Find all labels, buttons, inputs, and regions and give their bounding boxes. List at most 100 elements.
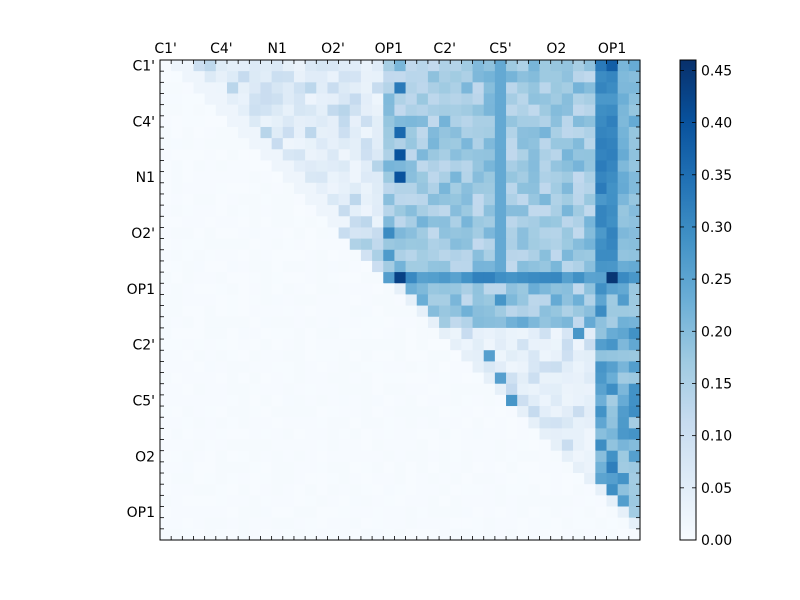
heatmap-cell xyxy=(539,249,552,262)
heatmap-cell xyxy=(416,126,429,139)
heatmap-cell xyxy=(528,495,541,508)
heatmap-cell xyxy=(316,182,329,195)
heatmap-cell xyxy=(305,283,317,296)
heatmap-cell xyxy=(595,82,608,95)
heatmap-cell xyxy=(606,528,619,541)
x-tick-label: C4' xyxy=(210,41,233,57)
heatmap-cell xyxy=(517,428,529,441)
heatmap-cell xyxy=(628,126,641,139)
heatmap-cell xyxy=(450,327,462,340)
heatmap-cell xyxy=(539,495,552,508)
heatmap-cell xyxy=(249,394,262,407)
heatmap-cell xyxy=(338,439,351,452)
heatmap-cell xyxy=(282,473,295,485)
heatmap-cell xyxy=(249,82,262,95)
heatmap-cell xyxy=(539,361,552,374)
heatmap-cell xyxy=(260,149,273,162)
heatmap-cell xyxy=(494,316,507,329)
heatmap-cell xyxy=(528,182,541,195)
heatmap-cell xyxy=(238,104,250,117)
heatmap-cell xyxy=(372,160,384,173)
heatmap-cell xyxy=(383,227,396,240)
heatmap-cell xyxy=(383,327,396,340)
heatmap-cell xyxy=(383,149,396,162)
heatmap-cell xyxy=(238,305,250,318)
heatmap-cell xyxy=(171,126,183,139)
heatmap-cell xyxy=(305,484,317,496)
heatmap-cell xyxy=(394,82,407,95)
heatmap-cell xyxy=(160,294,172,307)
heatmap-cell xyxy=(226,417,239,429)
heatmap-cell xyxy=(171,193,183,206)
heatmap-cell xyxy=(226,149,239,162)
heatmap-cell xyxy=(595,517,608,530)
heatmap-cell xyxy=(226,316,239,329)
heatmap-cell xyxy=(305,361,317,374)
heatmap-cell xyxy=(360,394,373,407)
heatmap-cell xyxy=(383,450,396,463)
heatmap-cell xyxy=(595,283,608,296)
heatmap-cell xyxy=(360,495,373,508)
heatmap-cell xyxy=(293,126,306,139)
heatmap-cell xyxy=(204,126,217,139)
heatmap-cell xyxy=(550,495,563,508)
heatmap-cell xyxy=(416,260,429,273)
heatmap-cell xyxy=(517,450,529,463)
heatmap-cell xyxy=(506,517,518,530)
heatmap-cell xyxy=(494,495,507,508)
heatmap-cell xyxy=(316,394,329,407)
heatmap-cell xyxy=(461,272,474,284)
heatmap-cell xyxy=(472,227,485,240)
heatmap-cell xyxy=(305,238,317,251)
heatmap-cell xyxy=(606,350,619,362)
heatmap-cell xyxy=(360,506,373,519)
heatmap-cell xyxy=(394,93,407,106)
heatmap-cell xyxy=(260,439,273,452)
heatmap-cell xyxy=(595,383,608,396)
heatmap-cell xyxy=(561,461,574,474)
heatmap-cell xyxy=(260,182,273,195)
heatmap-cell xyxy=(573,205,585,217)
heatmap-cell xyxy=(439,406,451,418)
heatmap-cell xyxy=(550,439,563,452)
heatmap-cell xyxy=(427,305,440,318)
colorbar-tick-label: 0.40 xyxy=(701,116,732,132)
heatmap-cell xyxy=(271,428,284,441)
heatmap-cell xyxy=(360,160,373,173)
heatmap-cell xyxy=(293,249,306,262)
heatmap-cell xyxy=(472,283,485,296)
heatmap-cell xyxy=(450,495,462,508)
heatmap-cell xyxy=(416,182,429,195)
heatmap-cell xyxy=(450,149,462,162)
heatmap-cell xyxy=(226,528,239,541)
heatmap-cell xyxy=(338,149,351,162)
heatmap-cell xyxy=(360,484,373,496)
heatmap-cell xyxy=(528,82,541,95)
heatmap-cell xyxy=(439,249,451,262)
heatmap-cell xyxy=(160,484,172,496)
heatmap-cell xyxy=(416,272,429,284)
heatmap-cell xyxy=(416,283,429,296)
heatmap-cell xyxy=(316,238,329,251)
heatmap-cell xyxy=(450,339,462,351)
heatmap-cell xyxy=(528,406,541,418)
heatmap-cell xyxy=(472,473,485,485)
heatmap-cell xyxy=(617,216,630,229)
heatmap-cell xyxy=(561,305,574,318)
heatmap-cell xyxy=(606,305,619,318)
heatmap-cell xyxy=(550,260,563,273)
heatmap-cell xyxy=(327,439,340,452)
heatmap-cell xyxy=(383,216,396,229)
heatmap-cell xyxy=(249,473,262,485)
heatmap-cell xyxy=(528,227,541,240)
heatmap-cell xyxy=(528,138,541,150)
heatmap-cell xyxy=(427,216,440,229)
heatmap-cell xyxy=(293,517,306,530)
heatmap-cell xyxy=(472,428,485,441)
heatmap-cell xyxy=(595,417,608,429)
heatmap-cell xyxy=(238,495,250,508)
heatmap-cell xyxy=(517,126,529,139)
heatmap-cell xyxy=(450,372,462,385)
heatmap-cell xyxy=(517,372,529,385)
heatmap-cell xyxy=(182,71,195,83)
